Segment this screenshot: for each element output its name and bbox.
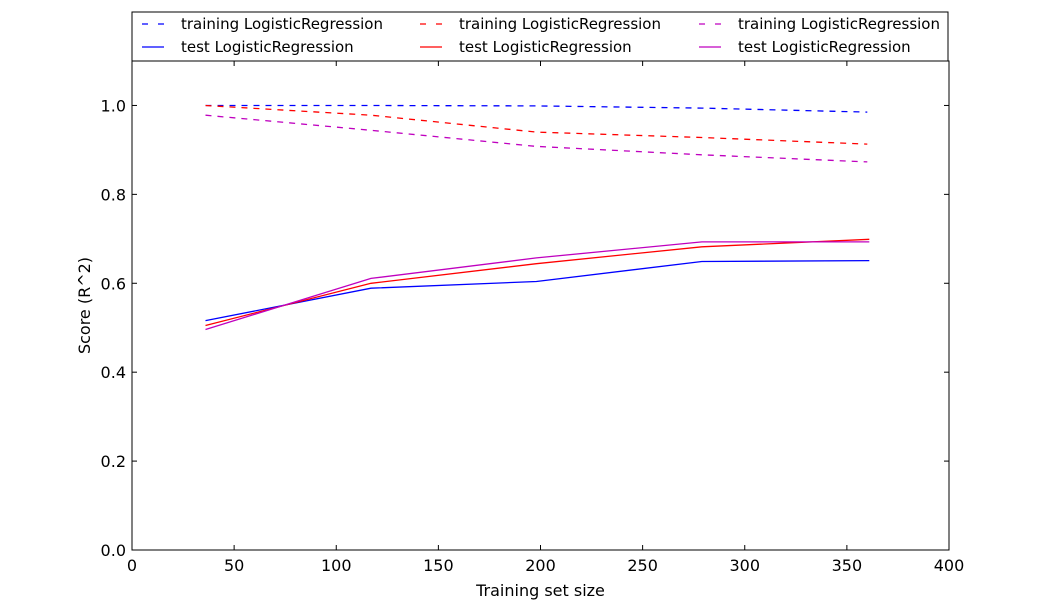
y-tick-label: 0.8 [101, 185, 126, 204]
x-tick-label: 200 [525, 556, 556, 575]
tick-layer: 0 50 100 150 200 250 300 350 400 0.0 0.2 0.4 0.6 0.8 1… [101, 61, 965, 575]
x-tick-label: 400 [934, 556, 965, 575]
x-tick-label: 0 [127, 556, 137, 575]
legend-box [131, 11, 949, 62]
x-tick-label: 350 [832, 556, 863, 575]
series-line-5-training [205, 114, 868, 163]
legend-entry-label: test LogisticRegression [181, 38, 354, 56]
legend-entry-label: test LogisticRegression [738, 38, 911, 56]
series-line-6-test [205, 241, 870, 331]
series-layer [205, 104, 870, 331]
y-tick-label: 0.0 [101, 541, 126, 560]
legend-entry-label: training LogisticRegression [459, 15, 661, 33]
legend-entry-label: test LogisticRegression [459, 38, 632, 56]
x-axis-title: Training set size [475, 581, 605, 600]
y-tick-label: 1.0 [101, 96, 126, 115]
legend: training LogisticRegression test Logistic… [131, 11, 949, 62]
legend-entry-label: training LogisticRegression [738, 15, 940, 33]
y-tick-label: 0.6 [101, 274, 126, 293]
series-line-2-test [205, 259, 870, 322]
y-tick-label: 0.2 [101, 452, 126, 471]
y-tick-label: 0.4 [101, 363, 126, 382]
x-tick-label: 100 [321, 556, 352, 575]
x-tick-label: 150 [423, 556, 454, 575]
x-tick-label: 50 [224, 556, 244, 575]
series-line-4-test [205, 238, 870, 327]
legend-entry-label: training LogisticRegression [181, 15, 383, 33]
series-line-1-training [205, 104, 868, 113]
y-axis-title: Score (R^2) [75, 257, 94, 354]
x-tick-label: 250 [627, 556, 658, 575]
x-tick-label: 300 [729, 556, 760, 575]
series-line-3-training [205, 104, 868, 145]
